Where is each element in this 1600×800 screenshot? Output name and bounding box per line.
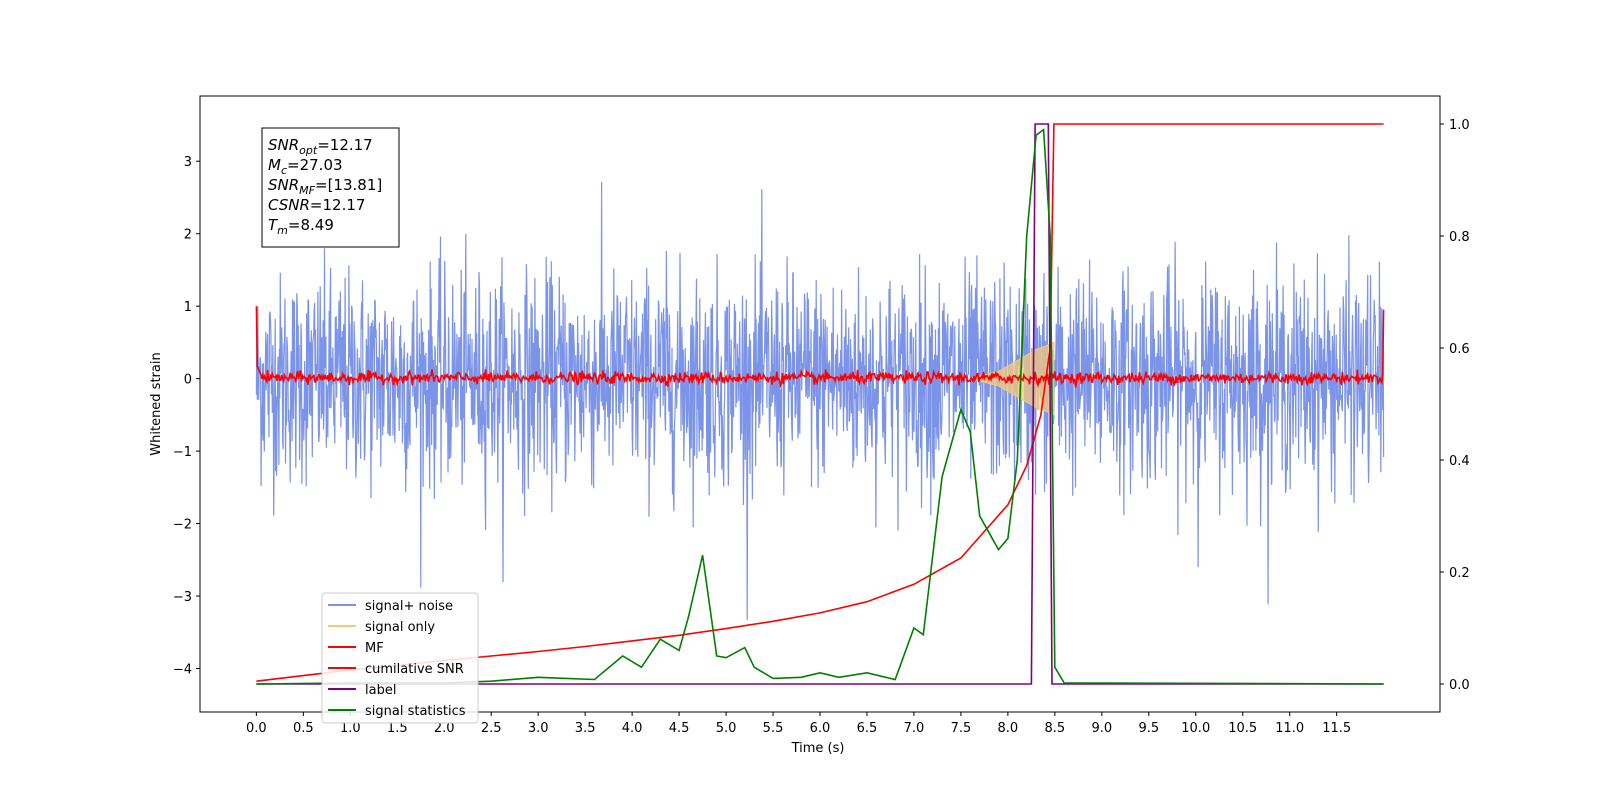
legend-label: signal only bbox=[365, 620, 435, 635]
x-tick-label: 9.5 bbox=[1138, 721, 1159, 736]
x-tick-label: 5.5 bbox=[763, 721, 784, 736]
y-tick-label: −1 bbox=[173, 445, 192, 460]
x-tick-label: 7.0 bbox=[904, 721, 925, 736]
y2-tick-label: 0.8 bbox=[1449, 230, 1470, 245]
series-mf-line bbox=[255, 306, 1385, 389]
x-tick-label: 9.0 bbox=[1091, 721, 1112, 736]
annotation-frame bbox=[261, 127, 400, 248]
x-tick-label: 4.5 bbox=[669, 721, 690, 736]
x-tick-label: 0.5 bbox=[293, 721, 314, 736]
legend-label: signal statistics bbox=[365, 704, 466, 719]
y-axis-right: 1.0 0.8 0.6 0.4 0.2 0.0 bbox=[1440, 118, 1470, 693]
annotation-line: SNRopt=12.17 bbox=[268, 136, 373, 157]
annotation-line: Tm=8.49 bbox=[268, 216, 334, 237]
x-tick-label: 7.5 bbox=[951, 721, 972, 736]
x-tick-label: 3.0 bbox=[528, 721, 549, 736]
y-tick-label: 1 bbox=[184, 300, 192, 315]
x-tick-label: 5.0 bbox=[716, 721, 737, 736]
series-signal-statistics-line bbox=[256, 128, 1384, 685]
annotation-line: Mc=27.03 bbox=[268, 156, 343, 177]
legend-label: signal+ noise bbox=[365, 599, 453, 614]
annotation-line: CSNR=12.17 bbox=[268, 196, 365, 214]
y-tick-label: 3 bbox=[184, 155, 192, 170]
y2-tick-label: 0.6 bbox=[1449, 342, 1470, 357]
x-tick-label: 11.5 bbox=[1322, 721, 1351, 736]
x-tick-label: 10.5 bbox=[1228, 721, 1257, 736]
legend-label: MF bbox=[365, 641, 384, 656]
y2-tick-label: 1.0 bbox=[1449, 118, 1470, 133]
y-axis-left: 3 2 1 0 −1 −2 −3 −4 bbox=[173, 155, 200, 678]
x-tick-label: 6.5 bbox=[857, 721, 878, 736]
y-tick-label: −4 bbox=[173, 663, 192, 678]
series-signal-noise-line bbox=[255, 182, 1385, 620]
legend-label: cumilative SNR bbox=[365, 662, 464, 677]
x-tick-label: 3.5 bbox=[575, 721, 596, 736]
x-tick-label: 8.0 bbox=[998, 721, 1019, 736]
y2-tick-label: 0.0 bbox=[1449, 678, 1470, 693]
x-tick-label: 2.0 bbox=[434, 721, 455, 736]
legend-frame bbox=[321, 592, 479, 724]
y2-tick-label: 0.4 bbox=[1449, 454, 1470, 469]
x-axis: 0.0 0.5 1.0 1.5 2.0 2.5 3.0 3.5 4.0 4.5 5.0 5.5 6.0 6… bbox=[246, 712, 1351, 736]
x-tick-label: 11.0 bbox=[1275, 721, 1304, 736]
y-axis-label: Whitened strain bbox=[149, 352, 164, 455]
legend-label: label bbox=[365, 683, 396, 698]
y-tick-label: 2 bbox=[184, 228, 192, 243]
plot-area bbox=[255, 123, 1385, 685]
x-tick-label: 0.0 bbox=[246, 721, 267, 736]
annotation-line: SNRMF=[13.81] bbox=[268, 176, 382, 197]
x-tick-label: 6.0 bbox=[810, 721, 831, 736]
x-tick-label: 1.5 bbox=[387, 721, 408, 736]
legend: signal+ noise signal only MF cumilative SNR… bbox=[321, 592, 479, 724]
x-tick-label: 4.0 bbox=[622, 721, 643, 736]
y-tick-label: 0 bbox=[184, 373, 192, 388]
y2-tick-label: 0.2 bbox=[1449, 566, 1470, 581]
x-tick-label: 2.5 bbox=[481, 721, 502, 736]
series-label-line bbox=[256, 123, 1384, 685]
x-tick-label: 8.5 bbox=[1045, 721, 1066, 736]
y-tick-label: −3 bbox=[173, 590, 192, 605]
stats-annotation-box: SNRopt=12.17Mc=27.03SNRMF=[13.81]CSNR=12… bbox=[261, 127, 400, 248]
x-tick-label: 10.0 bbox=[1181, 721, 1210, 736]
x-tick-label: 1.0 bbox=[340, 721, 361, 736]
x-axis-label: Time (s) bbox=[791, 741, 845, 756]
y-tick-label: −2 bbox=[173, 518, 192, 533]
